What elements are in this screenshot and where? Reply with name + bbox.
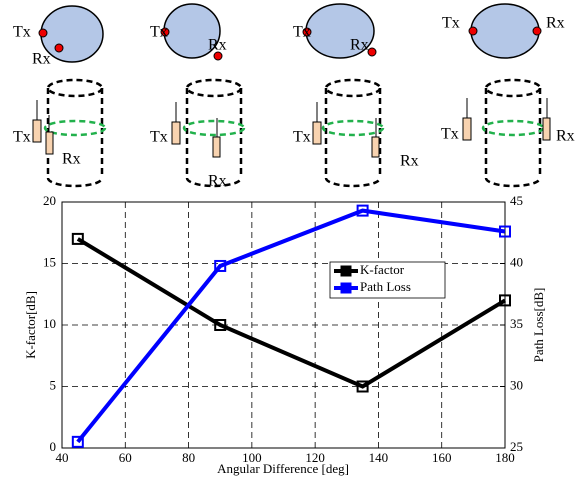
annotation: Tx <box>442 15 460 32</box>
legend-label: K-factor <box>360 262 405 277</box>
y-axis-label: K-factor[dB] <box>23 291 38 359</box>
legend-marker <box>341 266 351 276</box>
annotation: Rx <box>350 37 369 54</box>
annotation: Tx <box>293 24 311 41</box>
annotation: Rx <box>556 128 575 145</box>
x-axis-label: Angular Difference [deg] <box>217 461 349 476</box>
y-tick-label: 20 <box>43 193 56 208</box>
y-tick-label: 10 <box>43 316 56 331</box>
legend-label: Path Loss <box>360 279 411 294</box>
annotation: Rx <box>62 151 81 168</box>
legend-marker <box>341 283 351 293</box>
y2-tick-label: 25 <box>510 439 523 454</box>
annotation: Rx <box>32 51 51 68</box>
x-tick-label: 60 <box>119 450 132 465</box>
x-tick-label: 100 <box>242 450 262 465</box>
antenna-dot <box>368 48 376 56</box>
x-tick-label: 120 <box>305 450 325 465</box>
antenna-dot <box>533 27 541 35</box>
x-tick-label: 80 <box>182 450 195 465</box>
annotation: Rx <box>400 153 419 170</box>
cylinder <box>172 80 244 186</box>
antenna-dot <box>55 44 63 52</box>
x-tick-label: 40 <box>56 450 69 465</box>
head-diagrams <box>39 4 541 62</box>
y-tick-label: 5 <box>50 377 57 392</box>
annotation: Tx <box>293 129 311 146</box>
annotation: Tx <box>441 126 459 143</box>
y2-axis-label: Path Loss[dB] <box>531 288 546 363</box>
y2-tick-label: 35 <box>510 316 523 331</box>
antenna-dot <box>39 29 47 37</box>
cylinder <box>313 80 383 186</box>
y2-tick-label: 30 <box>510 377 523 392</box>
annotation: Tx <box>150 129 168 146</box>
y-tick-label: 0 <box>50 439 57 454</box>
y2-tick-label: 45 <box>510 193 523 208</box>
cylinder <box>463 80 550 186</box>
x-tick-label: 140 <box>369 450 389 465</box>
annotation: Rx <box>208 173 227 190</box>
y-tick-label: 15 <box>43 254 56 269</box>
x-tick-label: 160 <box>432 450 452 465</box>
annotation: Rx <box>208 37 227 54</box>
annotation: Tx <box>150 24 168 41</box>
figure: Angular Difference [deg] K-factor[dB] Pa… <box>0 0 585 482</box>
series-line <box>78 211 505 442</box>
antenna-dot <box>469 27 477 35</box>
annotation: Rx <box>546 15 565 32</box>
annotation: Tx <box>13 129 31 146</box>
head <box>471 4 539 58</box>
y2-tick-label: 40 <box>510 254 523 269</box>
cylinder <box>33 80 105 186</box>
cylinder-diagrams <box>33 80 550 186</box>
annotation: Tx <box>13 24 31 41</box>
